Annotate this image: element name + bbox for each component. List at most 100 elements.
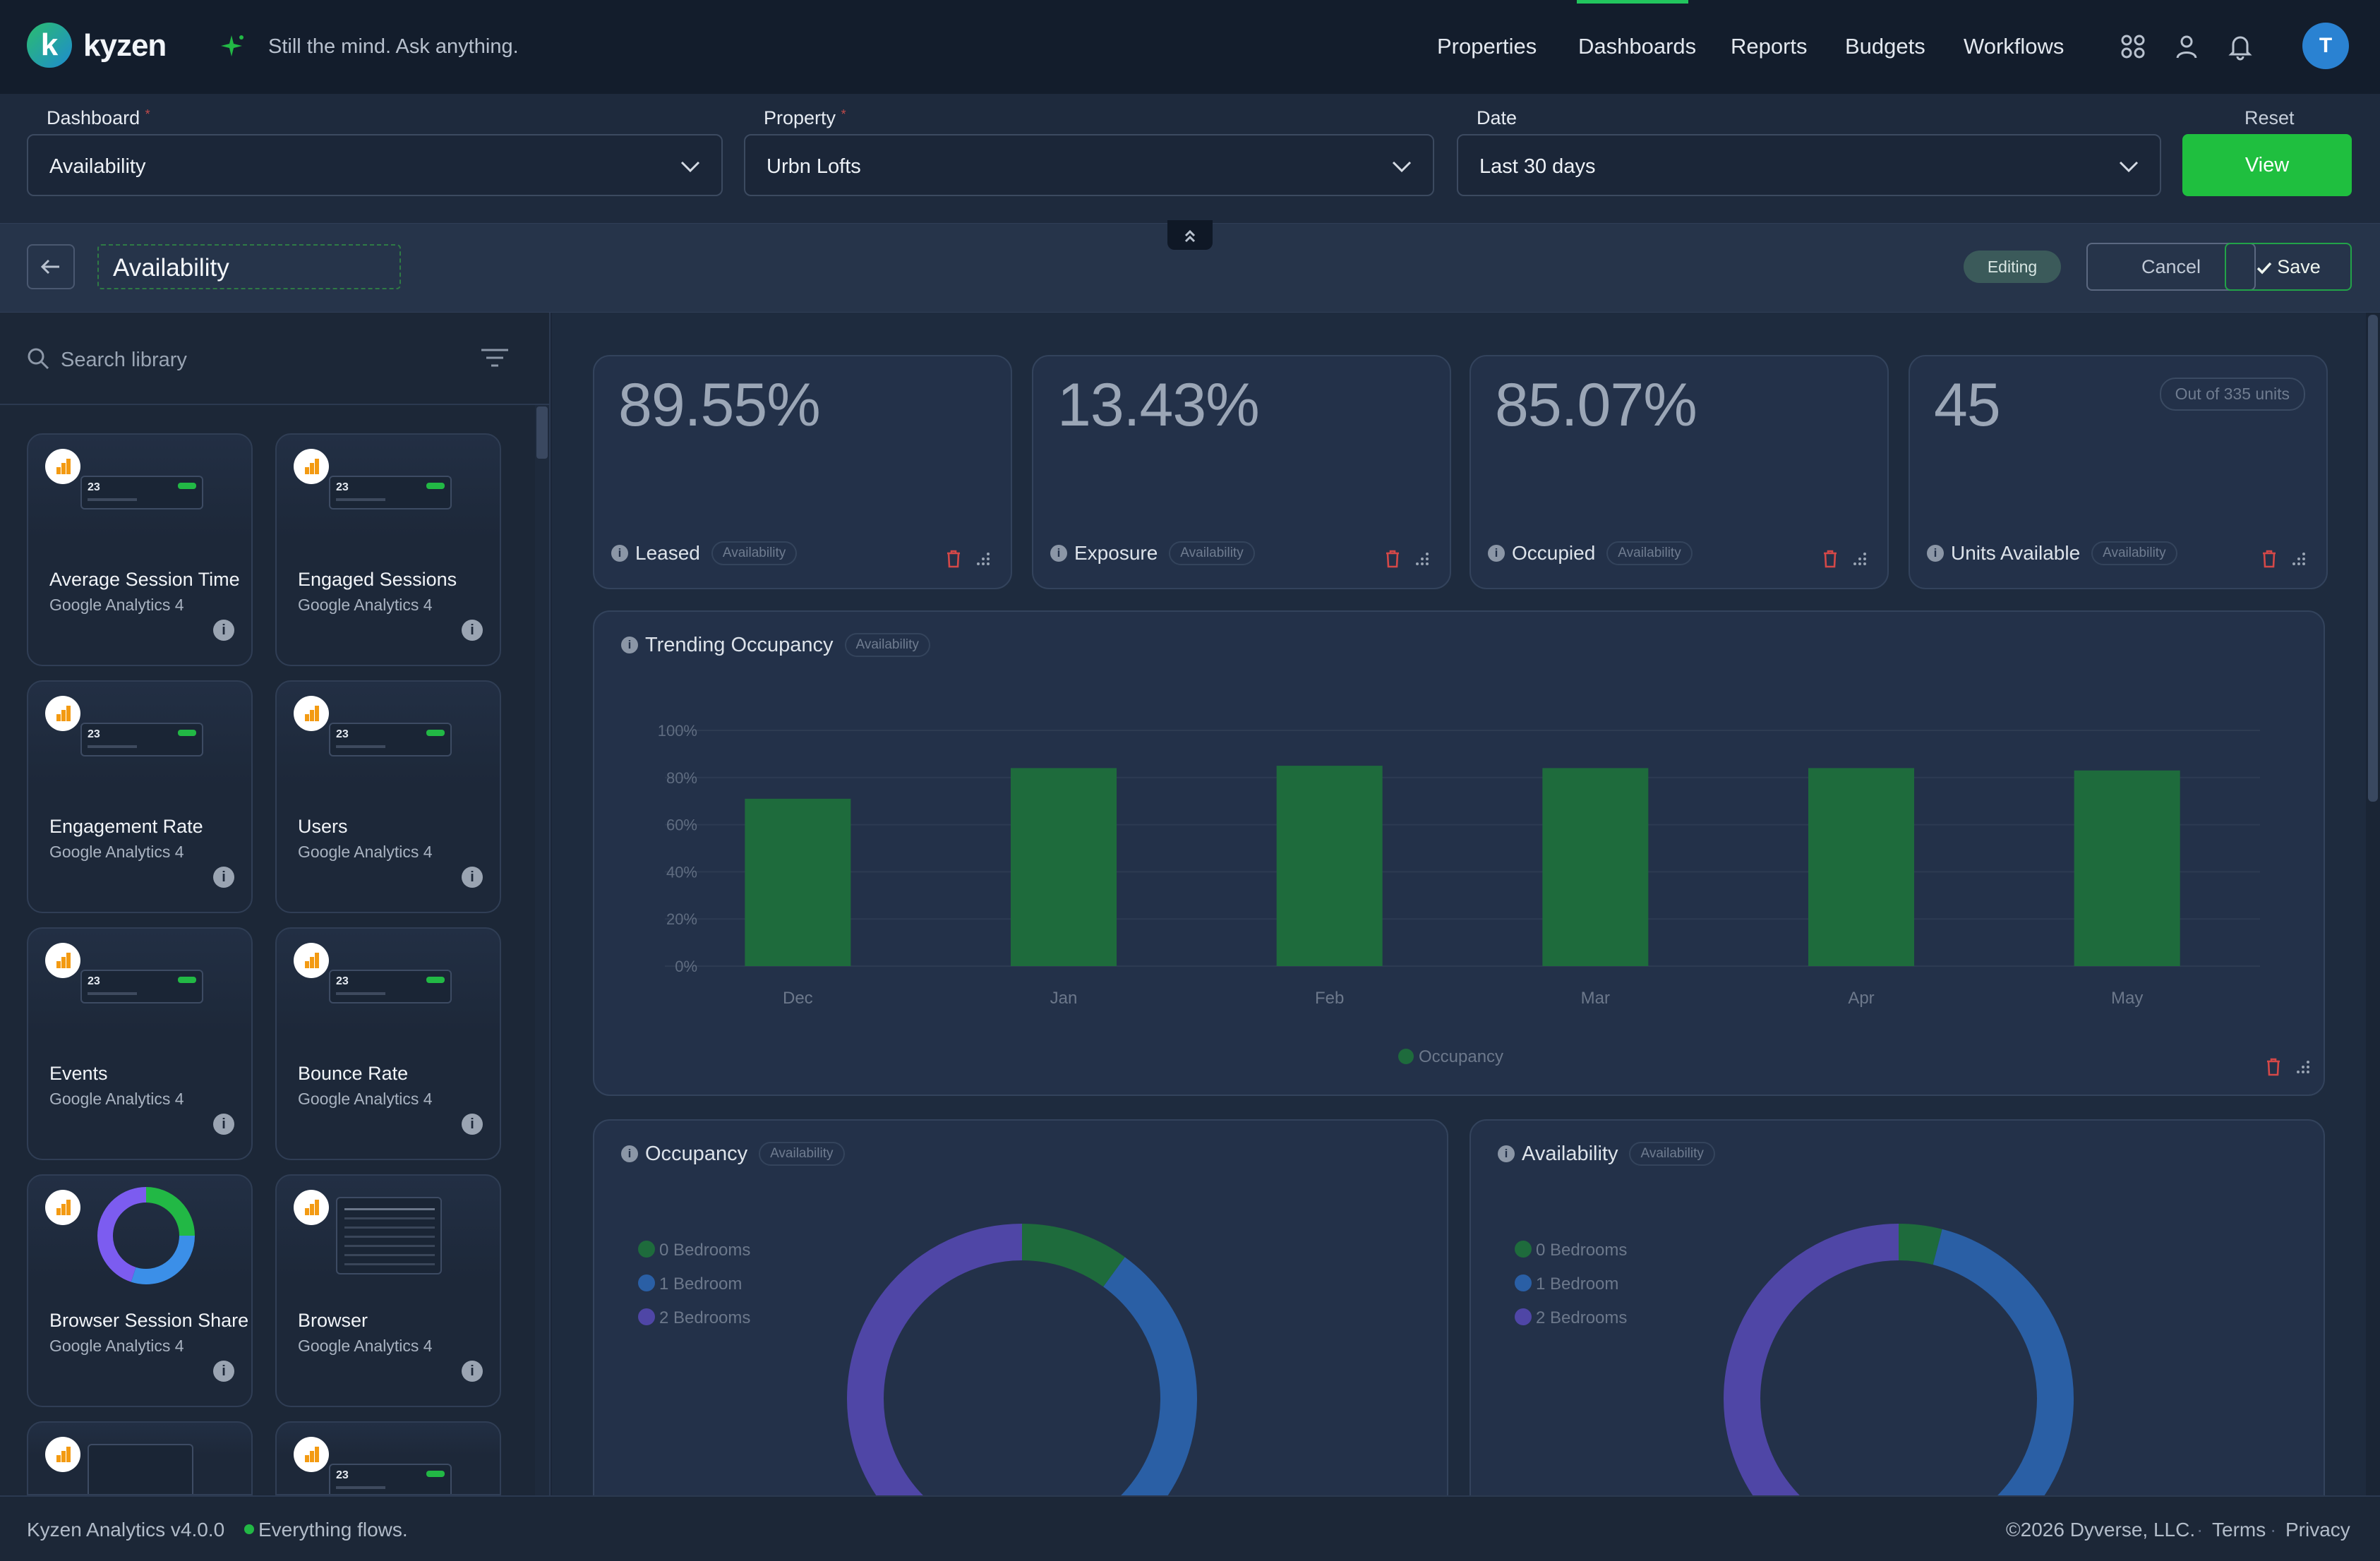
- info-icon[interactable]: i: [611, 545, 628, 562]
- occupancy-bar[interactable]: [1808, 768, 1914, 966]
- library-card[interactable]: 23 Bounce Rate Google Analytics 4 i: [275, 927, 501, 1160]
- kpi-preview: 23: [80, 476, 203, 510]
- resize-handle-icon[interactable]: [974, 550, 991, 567]
- dashboard-select[interactable]: Availability: [27, 134, 723, 196]
- reset-link[interactable]: Reset: [2244, 107, 2295, 128]
- info-icon[interactable]: i: [462, 1361, 483, 1382]
- occupancy-bar[interactable]: [2074, 770, 2180, 966]
- occupancy-bar[interactable]: [1276, 766, 1383, 966]
- info-icon[interactable]: i: [462, 867, 483, 888]
- dashboard-select-value: Availability: [49, 155, 146, 178]
- availability-widget[interactable]: i Availability Availability 0 Bedrooms 1 Be…: [1470, 1119, 2325, 1514]
- y-tick-label: 0%: [675, 958, 697, 975]
- sidebar-scrollbar[interactable]: [535, 405, 549, 1495]
- kpi-label: Exposure: [1074, 542, 1158, 564]
- nav-reports[interactable]: Reports: [1731, 34, 1808, 59]
- donut-slice[interactable]: [1724, 1224, 1899, 1514]
- terms-link[interactable]: Terms: [2212, 1519, 2266, 1541]
- info-icon[interactable]: i: [621, 637, 638, 653]
- trash-icon[interactable]: [1385, 550, 1400, 568]
- widget-tag: Availability: [1606, 541, 1693, 565]
- occupancy-bar[interactable]: [1011, 768, 1117, 966]
- library-card[interactable]: 23 Engaged Sessions Google Analytics 4 i: [275, 433, 501, 666]
- kpi-preview: 23: [329, 970, 452, 1004]
- library-card[interactable]: 23 Users Google Analytics 4 i: [275, 680, 501, 913]
- ask-anything-prompt[interactable]: Still the mind. Ask anything.: [268, 35, 519, 58]
- library-card[interactable]: 23 Events Google Analytics 4 i: [27, 927, 253, 1160]
- nav-budgets[interactable]: Budgets: [1845, 34, 1925, 59]
- sidebar-scroll-thumb[interactable]: [536, 406, 548, 459]
- x-tick-label: Jan: [1050, 989, 1078, 1008]
- canvas-scroll-thumb[interactable]: [2368, 315, 2378, 802]
- nav-properties[interactable]: Properties: [1437, 34, 1537, 59]
- info-icon[interactable]: i: [1488, 545, 1505, 562]
- library-card[interactable]: Browser Google Analytics 4 i: [275, 1174, 501, 1407]
- donut-slice[interactable]: [1898, 1224, 1942, 1265]
- info-icon[interactable]: i: [213, 620, 234, 641]
- widget-tag: Availability: [844, 633, 930, 657]
- date-select[interactable]: Last 30 days: [1457, 134, 2161, 196]
- occupancy-bar[interactable]: [745, 798, 851, 966]
- donut-slice[interactable]: [847, 1224, 1023, 1514]
- resize-handle-icon[interactable]: [1413, 550, 1430, 567]
- save-button[interactable]: Save: [2225, 243, 2352, 291]
- grid-icon[interactable]: [2119, 32, 2147, 61]
- info-icon[interactable]: i: [1498, 1145, 1515, 1162]
- trash-icon[interactable]: [1822, 550, 1838, 568]
- legend-label: 1 Bedroom: [659, 1274, 742, 1294]
- collapse-filters-toggle[interactable]: [1167, 220, 1213, 250]
- trash-icon[interactable]: [2266, 1058, 2281, 1076]
- kpi-widget[interactable]: 85.07% i Occupied Availability: [1470, 355, 1889, 589]
- nav-workflows[interactable]: Workflows: [1964, 34, 2065, 59]
- card-title: Average Session Time: [49, 569, 240, 590]
- library-card[interactable]: Browser Session Share Google Analytics 4 i: [27, 1174, 253, 1407]
- donut-slice[interactable]: [1022, 1257, 1197, 1514]
- status-dot: [244, 1524, 254, 1534]
- library-card[interactable]: [27, 1421, 253, 1495]
- property-select[interactable]: Urbn Lofts: [744, 134, 1434, 196]
- search-input[interactable]: [61, 346, 456, 374]
- library-card[interactable]: 23: [275, 1421, 501, 1495]
- resize-handle-icon[interactable]: [2294, 1058, 2311, 1075]
- kpi-note: Out of 335 units: [2159, 378, 2305, 411]
- user-icon[interactable]: [2172, 32, 2201, 61]
- donut-slice[interactable]: [1899, 1229, 2074, 1514]
- kpi-widget[interactable]: 45 Out of 335 units i Units Available Availa…: [1909, 355, 2328, 589]
- preview-value: 23: [336, 975, 349, 987]
- chevron-double-up-icon: [1184, 229, 1196, 243]
- cancel-button[interactable]: Cancel: [2086, 243, 2256, 291]
- kyzen-logo-icon[interactable]: k: [27, 23, 72, 68]
- sidebar-divider: [0, 404, 551, 405]
- privacy-link[interactable]: Privacy: [2285, 1519, 2350, 1541]
- nav-dashboards[interactable]: Dashboards: [1578, 34, 1697, 59]
- info-icon[interactable]: i: [462, 1114, 483, 1135]
- donut-slice[interactable]: [1021, 1224, 1125, 1287]
- info-icon[interactable]: i: [213, 1361, 234, 1382]
- resize-handle-icon[interactable]: [1851, 550, 1868, 567]
- library-card[interactable]: 23 Engagement Rate Google Analytics 4 i: [27, 680, 253, 913]
- info-icon[interactable]: i: [621, 1145, 638, 1162]
- trending-occupancy-widget[interactable]: i Trending Occupancy Availability 0% 20% 40%…: [593, 610, 2325, 1096]
- brand-name[interactable]: kyzen: [83, 28, 167, 63]
- info-icon[interactable]: i: [213, 1114, 234, 1135]
- info-icon[interactable]: i: [213, 867, 234, 888]
- trash-icon[interactable]: [946, 550, 961, 568]
- occupancy-bar[interactable]: [1542, 768, 1649, 966]
- info-icon[interactable]: i: [1927, 545, 1944, 562]
- occupancy-widget[interactable]: i Occupancy Availability 0 Bedrooms 1 Bedro…: [593, 1119, 1448, 1514]
- property-filter-label: Property *: [764, 107, 846, 128]
- resize-handle-icon[interactable]: [2290, 550, 2307, 567]
- trash-icon[interactable]: [2261, 550, 2277, 568]
- kpi-widget[interactable]: 89.55% i Leased Availability: [593, 355, 1012, 589]
- filter-icon[interactable]: [480, 347, 510, 370]
- avatar[interactable]: T: [2302, 23, 2349, 69]
- view-button[interactable]: View: [2182, 134, 2352, 196]
- card-source: Google Analytics 4: [298, 1090, 433, 1108]
- dashboard-title-input[interactable]: Availability: [97, 244, 401, 289]
- kpi-widget[interactable]: 13.43% i Exposure Availability: [1032, 355, 1451, 589]
- back-button[interactable]: [27, 244, 75, 289]
- info-icon[interactable]: i: [462, 620, 483, 641]
- bell-icon[interactable]: [2226, 32, 2254, 61]
- info-icon[interactable]: i: [1050, 545, 1067, 562]
- library-card[interactable]: 23 Average Session Time Google Analytics 4…: [27, 433, 253, 666]
